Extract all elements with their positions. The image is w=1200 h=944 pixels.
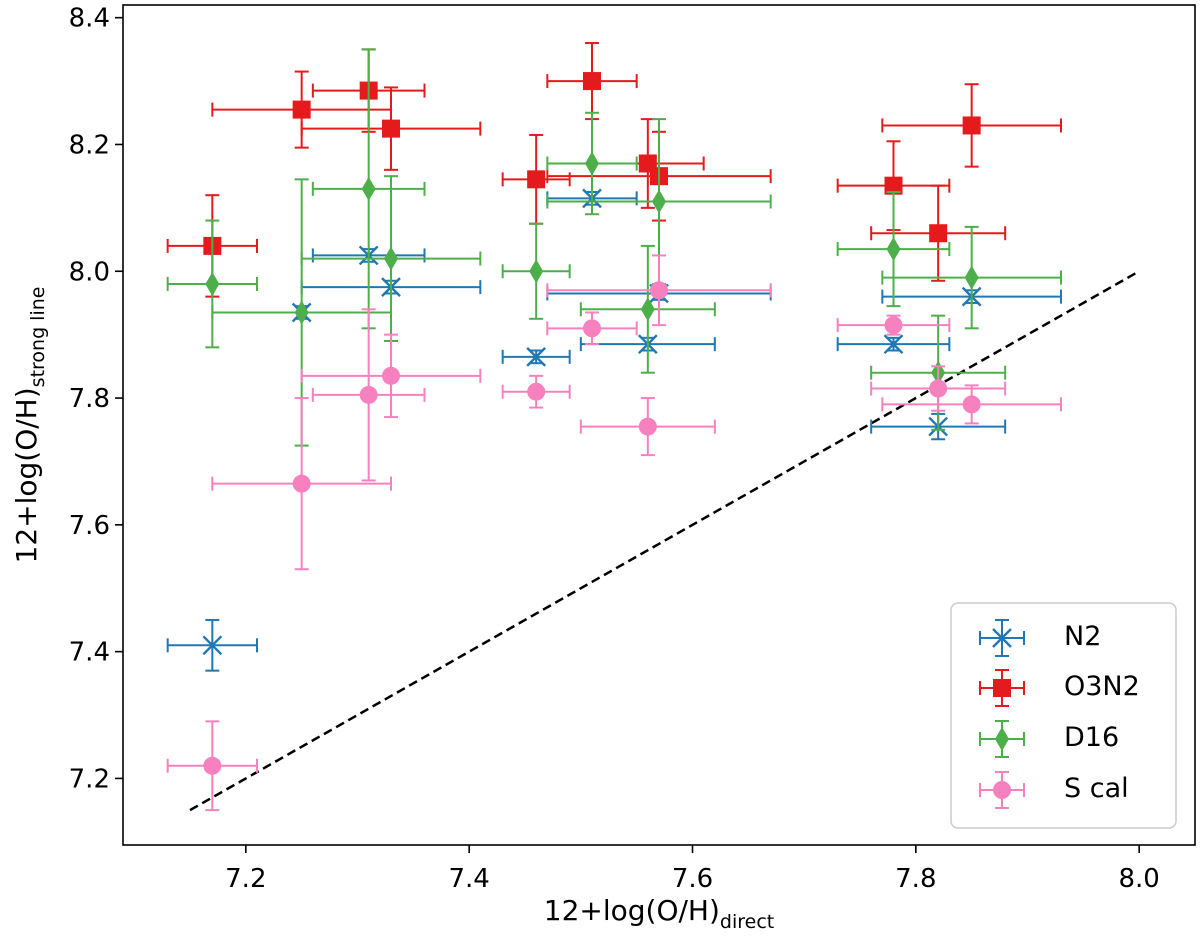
o3n2-point xyxy=(292,100,311,119)
legend-symbol-d16 xyxy=(995,727,1009,751)
y-tick-label: 7.2 xyxy=(69,764,110,794)
y-tick-label: 8.4 xyxy=(69,4,110,34)
o3n2-point xyxy=(884,176,903,195)
legend-symbol-s-cal xyxy=(993,781,1011,799)
o3n2-point xyxy=(583,72,601,91)
d16-point xyxy=(652,189,666,214)
x-tick-label: 7.8 xyxy=(895,864,936,894)
n2-point-stroke xyxy=(202,635,223,656)
s-cal-point xyxy=(962,395,981,414)
legend-label-d16: D16 xyxy=(1064,722,1119,753)
legend-label-o3n2: O3N2 xyxy=(1064,671,1140,702)
d16-point xyxy=(585,151,599,176)
s-cal-point xyxy=(884,316,903,335)
d16-point xyxy=(886,237,901,262)
y-tick-label: 7.4 xyxy=(69,638,110,668)
axes: 7.2 7.4 7.6 7.8 8.0 7.2 7.4 7.6 7.8 8.0 8.2 8.4 xyxy=(69,4,1160,894)
d16-point xyxy=(964,265,979,290)
y-tick-label: 8.0 xyxy=(69,257,110,287)
s-cal-point xyxy=(359,385,378,404)
x-tick-label: 7.2 xyxy=(225,864,266,894)
plot-frame xyxy=(122,4,1196,846)
s-cal-point xyxy=(638,417,657,436)
d16-point xyxy=(529,259,544,284)
legend: N2 O3N2 D16 S cal xyxy=(950,602,1177,829)
s-cal-point xyxy=(203,756,222,775)
legend-label-s-cal: S cal xyxy=(1064,773,1129,804)
s-cal-point xyxy=(527,382,546,401)
x-tick-label: 7.6 xyxy=(672,864,713,894)
legend-markers xyxy=(979,619,1025,809)
s-cal-point xyxy=(650,281,668,300)
n2-point xyxy=(526,347,547,367)
d16-point xyxy=(384,246,398,271)
legend-label-n2: N2 xyxy=(1064,621,1101,652)
x-axis-label-main: 12+log(O/H) xyxy=(544,894,720,927)
y-tick-label: 7.6 xyxy=(69,511,110,541)
n2-point xyxy=(883,334,904,355)
y-tick-label: 8.2 xyxy=(69,130,110,160)
x-axis-label-sub: direct xyxy=(720,911,774,933)
o3n2-point xyxy=(929,224,948,243)
legend-marker-n2 xyxy=(979,619,1025,657)
legend-symbol-n2-stroke xyxy=(992,628,1012,648)
s-cal-point xyxy=(292,474,311,493)
legend-symbol-n2 xyxy=(992,628,1012,648)
legend-symbol-o3n2 xyxy=(993,679,1011,697)
x-axis-label: 12+log(O/H)direct xyxy=(544,894,774,933)
d16-point xyxy=(205,271,220,296)
d16-point xyxy=(361,176,376,201)
y-axis-label-main: 12+log(O/H) xyxy=(10,387,43,563)
o3n2-point xyxy=(527,170,546,189)
s-cal-point xyxy=(929,379,948,398)
legend-marker-o3n2 xyxy=(979,669,1025,707)
y-tick-label: 7.8 xyxy=(69,384,110,414)
x-tick-label: 8.0 xyxy=(1118,864,1159,894)
s-cal-point xyxy=(382,366,400,385)
x-tick-label: 7.4 xyxy=(448,864,489,894)
o3n2-point xyxy=(962,116,981,135)
d16-point xyxy=(640,297,655,322)
n2-point xyxy=(202,635,223,656)
legend-marker-s-cal xyxy=(979,771,1025,809)
d16-point xyxy=(294,300,309,325)
y-axis-label-sub: strong line xyxy=(27,287,49,388)
series-s-cal xyxy=(166,254,1062,812)
n2-point-stroke xyxy=(526,347,547,367)
y-axis-label: 12+log(O/H)strong line xyxy=(10,287,49,564)
legend-marker-d16 xyxy=(979,720,1025,758)
s-cal-point xyxy=(583,319,601,338)
o3n2-point xyxy=(382,119,400,138)
n2-point-stroke xyxy=(883,334,904,355)
plot-area xyxy=(166,42,1140,812)
